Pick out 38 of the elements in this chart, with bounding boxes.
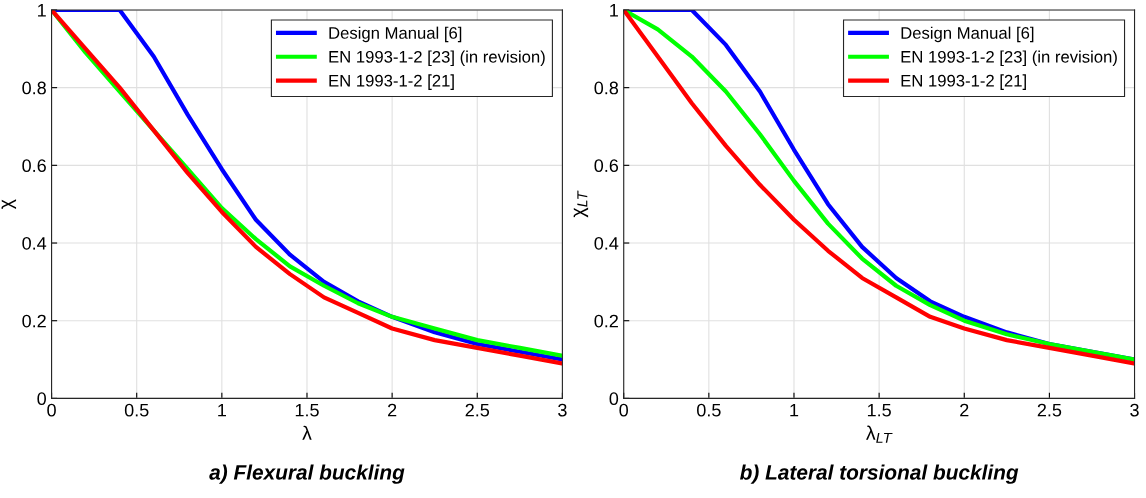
- y-tick-label: 0.4: [594, 236, 619, 250]
- x-axis-title: λ$_{LT}$: [866, 425, 893, 443]
- y-tick-label: 0: [37, 392, 46, 406]
- legend-label: EN 1993-1-2 [23] (in revision): [329, 50, 545, 67]
- x-tick-label: 1: [218, 403, 226, 417]
- y-axis-title: χ$_{LT}$: [573, 190, 589, 218]
- y-tick-label: 1: [38, 4, 46, 17]
- x-tick-label: 1.5: [867, 403, 891, 417]
- y-tick-label: 0.2: [22, 314, 46, 328]
- y-tick-label: 1: [610, 4, 618, 17]
- x-tick-label: 3: [1130, 403, 1139, 417]
- y-tick-label: 0.4: [22, 236, 47, 250]
- legend-label: Design Manual [6]: [329, 26, 462, 43]
- x-tick-label: 0.5: [124, 403, 149, 417]
- x-tick-label: 1.5: [295, 403, 319, 417]
- x-tick-label: 1: [790, 403, 799, 417]
- x-tick-label: 2.5: [465, 403, 490, 417]
- x-tick-label: 2.5: [1037, 403, 1062, 417]
- x-tick-label: 0.5: [697, 403, 721, 417]
- x-axis-title: λ: [302, 425, 312, 440]
- x-tick-label: 2: [960, 403, 969, 417]
- y-tick-label: 0.8: [22, 81, 46, 95]
- y-tick-label: 0.6: [594, 159, 619, 173]
- legend-label: Design Manual [6]: [901, 26, 1034, 43]
- x-tick-label: 0: [619, 403, 629, 417]
- y-tick-label: 0.8: [594, 81, 619, 95]
- y-tick-label: 0.6: [22, 159, 46, 173]
- x-tick-label: 2: [388, 403, 397, 417]
- text: b) Lateral torsional buckling: [740, 464, 1019, 484]
- x-tick-label: 0: [47, 403, 56, 417]
- text: a) Flexural buckling: [209, 464, 405, 484]
- y-tick-label: 0: [609, 392, 619, 406]
- legend-label: EN 1993-1-2 [21]: [329, 74, 454, 90]
- x-tick-label: 3: [558, 403, 567, 417]
- legend-label: EN 1993-1-2 [21]: [901, 74, 1026, 90]
- y-tick-label: 0.2: [594, 314, 618, 328]
- y-axis-title: χ: [1, 199, 17, 210]
- legend-label: EN 1993-1-2 [23] (in revision): [901, 50, 1117, 67]
